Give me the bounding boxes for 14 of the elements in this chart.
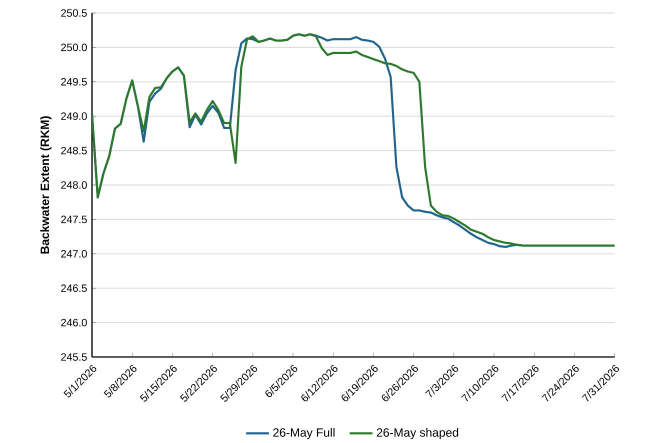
- y-tick-label: 250.5: [61, 9, 87, 17]
- y-tick-label: 248.0: [61, 181, 87, 189]
- y-tick-label: 249.0: [61, 112, 87, 120]
- y-tick-label: 247.5: [61, 216, 87, 224]
- y-axis-title: Backwater Extent (RKM): [40, 116, 52, 254]
- y-tick-label: 250.0: [61, 44, 87, 52]
- y-tick-label: 249.5: [61, 78, 87, 86]
- y-tick-label: 246.0: [61, 318, 87, 326]
- legend-label: 26-May Full: [273, 428, 334, 440]
- legend-label: 26-May shaped: [376, 428, 458, 440]
- y-tick-label: 245.5: [61, 353, 87, 361]
- y-tick-label: 246.5: [61, 284, 87, 292]
- y-tick-label: 247.0: [61, 250, 87, 258]
- y-tick-label: 248.5: [61, 146, 87, 154]
